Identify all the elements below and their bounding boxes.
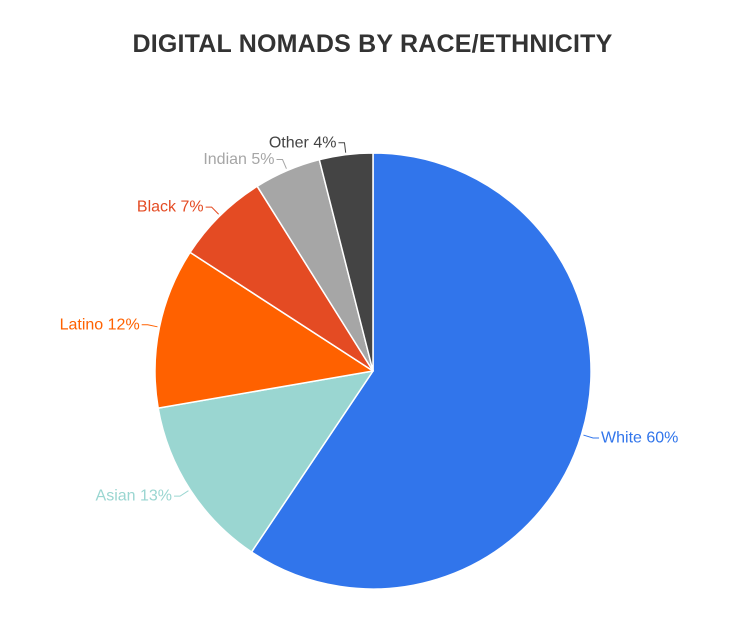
pie-slice-asian: [157, 370, 374, 553]
pie-label-other: Other 4%: [269, 134, 337, 151]
pie-slices: [154, 152, 592, 590]
chart-title: DIGITAL NOMADS BY RACE/ETHNICITY: [132, 30, 613, 58]
pie-slice-other: [318, 152, 374, 372]
pie-label-indian: Indian 5%: [203, 151, 274, 168]
leader-line-other: [338, 142, 347, 153]
pie-slice-latino: [154, 251, 374, 409]
pie-label-black: Black 7%: [137, 199, 204, 216]
pie-label-asian: Asian 13%: [96, 488, 173, 505]
leader-line-asian: [174, 490, 189, 497]
pie-labels: White 60% Asian 13% Latino 12% Black 7% Indi…: [60, 134, 679, 504]
pie-label-white: White 60%: [601, 429, 678, 446]
leader-line-black: [205, 206, 220, 215]
leader-line-latino: [141, 324, 158, 328]
pie-slice-white: [250, 152, 592, 590]
pie-leader-lines: [141, 142, 600, 497]
pie-label-latino: Latino 12%: [60, 316, 140, 333]
leader-line-white: [583, 434, 600, 439]
leader-line-indian: [276, 159, 287, 169]
